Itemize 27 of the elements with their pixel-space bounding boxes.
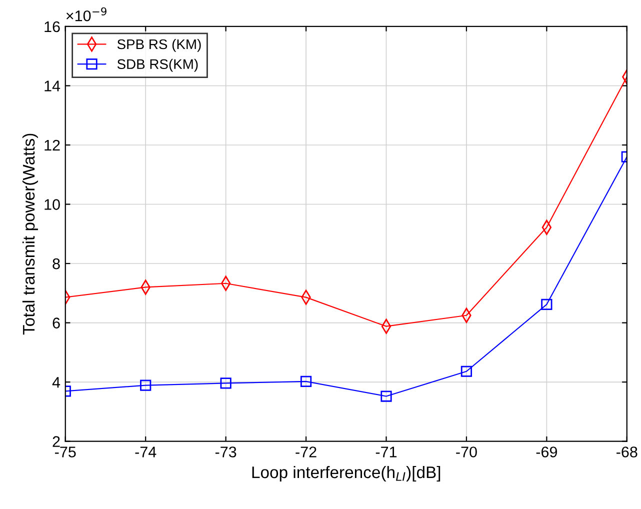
text: ×10$^{−9}$: [66, 7, 106, 22]
legend-label: SPB RS (KM): [117, 38, 201, 52]
y-tick-label: 2: [52, 436, 60, 447]
x-tick-label: -73: [215, 446, 236, 458]
x-axis-title: Loop interference(h$_{LI}$)[dB]: [252, 466, 440, 482]
y-tick-label: 4: [52, 377, 60, 388]
y-tick-label: 16: [44, 21, 60, 32]
x-tick-label: -69: [536, 446, 557, 458]
y-tick-label: 12: [44, 140, 60, 151]
point: [300, 376, 312, 388]
y-axis-title: Total transmit power(Watts): [22, 134, 38, 335]
point: [140, 380, 152, 391]
y-tick-label: 10: [44, 199, 60, 210]
point: [541, 298, 552, 310]
point: [220, 378, 232, 389]
point: [460, 366, 472, 377]
y-tick-label: 6: [52, 318, 60, 328]
x-tick-label: -70: [456, 446, 477, 458]
x-tick-label: -75: [55, 446, 76, 458]
x-tick-label: -71: [376, 446, 397, 458]
y-tick-label: 8: [52, 258, 60, 270]
y-tick-label: 14: [44, 80, 60, 92]
x-tick-label: -68: [616, 446, 638, 458]
legend-label: SDB RS(KM): [117, 58, 198, 72]
point: [380, 390, 392, 402]
x-tick-label: -72: [296, 446, 316, 458]
x-tick-label: -74: [135, 446, 156, 458]
